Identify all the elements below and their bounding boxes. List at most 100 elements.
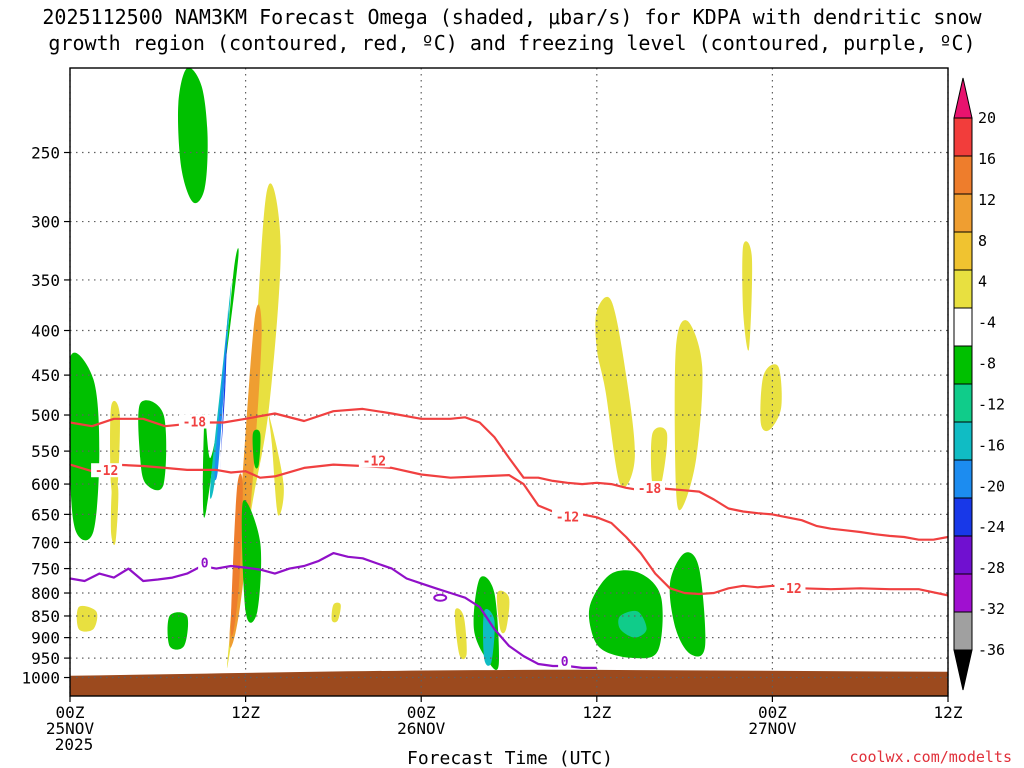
- contour-label-0: -18: [183, 416, 207, 431]
- colorbar-band-13: [953, 611, 973, 651]
- contour-label-3: -18: [638, 482, 662, 497]
- contour-label-bg-2: [358, 453, 390, 468]
- omega-region-cyan-core: [209, 282, 232, 499]
- y-tick-label-300: 300: [31, 213, 60, 232]
- colorbar-label-7: -12: [978, 395, 1005, 413]
- omega-region-blue-core: [214, 309, 229, 481]
- omega-region-dark-blue-core: [220, 338, 227, 470]
- omega-region-yellow-side: [268, 413, 284, 516]
- omega-shading: [70, 68, 782, 670]
- y-tick-label-550: 550: [31, 442, 60, 461]
- contour-labels: -18 -12 -12 -18 -12 -12 0 0: [91, 414, 806, 670]
- x-tick-label-48-1: 00Z: [758, 703, 787, 722]
- omega-region-yellow-mid: [595, 296, 635, 488]
- contour-label-bg-3: [633, 481, 665, 496]
- chart-title-line1: 2025112500 NAM3KM Forecast Omega (shaded…: [42, 5, 982, 29]
- omega-region-green-lowright2: [669, 552, 706, 657]
- ground-layer: [70, 669, 948, 696]
- isotherm-red-2: [70, 463, 948, 597]
- omega-region-yellow-mid2: [650, 427, 668, 491]
- omega-region-green-bottom-12z: [241, 500, 262, 623]
- colorbar-label-8: -16: [978, 436, 1005, 454]
- contour-label-bg-5: [774, 581, 806, 596]
- x-tick-label-48-2: 27NOV: [748, 719, 797, 738]
- omega-region-green-tiny: [252, 429, 261, 469]
- omega-region-yellow-lowmid: [454, 608, 467, 660]
- colorbar-label-2: 12: [978, 191, 996, 209]
- x-tick-label-0-2: 25NOV: [46, 719, 95, 738]
- y-tick-label-350: 350: [31, 271, 60, 290]
- colorbar-band-2: [953, 193, 973, 233]
- x-tick-label-36-1: 12Z: [582, 703, 611, 722]
- colorbar-band-4: [953, 269, 973, 309]
- omega-region-red-core: [230, 473, 243, 637]
- omega-region-green-small: [167, 612, 189, 650]
- contour-label-1: -12: [95, 464, 118, 479]
- x-tick-label-0-3: 2025: [55, 735, 94, 754]
- plot-frame: [69, 67, 949, 697]
- colorbar-band-6: [953, 345, 973, 385]
- x-tick-label-24-1: 00Z: [407, 703, 436, 722]
- colorbar-label-5: -4: [978, 314, 996, 332]
- colorbar-band-10: [953, 497, 973, 537]
- isotherm-freezing-level: [70, 552, 597, 669]
- contour-label-7: 0: [561, 655, 569, 670]
- y-tick-label-600: 600: [31, 475, 60, 494]
- colorbar-band-12: [953, 573, 973, 613]
- contour-label-5: -12: [778, 582, 801, 597]
- x-axis-label: Forecast Time (UTC): [407, 748, 613, 768]
- x-tick-label-12-1: 12Z: [231, 703, 260, 722]
- freezing-level-pocket: [433, 593, 448, 602]
- colorbar-top-arrow: [953, 77, 973, 119]
- y-tick-label-400: 400: [31, 322, 60, 341]
- y-axis: 250 300 350 400 450 500 550 600 650 700 750 800 850 9…: [21, 144, 70, 688]
- ground-surface: [70, 669, 948, 696]
- omega-region-yellow-left-c: [76, 605, 98, 632]
- y-tick-label-1000: 1000: [21, 669, 60, 688]
- y-tick-label-500: 500: [31, 406, 60, 425]
- contour-label-bg-1: [91, 463, 123, 478]
- y-tick-label-250: 250: [31, 144, 60, 163]
- contour-label-bg-6: [198, 555, 212, 570]
- colorbar-bottom-arrow: [953, 649, 973, 691]
- colorbar-band-8: [953, 421, 973, 461]
- omega-region-green-main: [202, 248, 239, 518]
- colorbar-band-1: [953, 155, 973, 195]
- colorbar-label-11: -28: [978, 559, 1005, 577]
- colorbar-band-5: [953, 307, 973, 347]
- y-tick-label-950: 950: [31, 649, 60, 668]
- omega-region-green-left2: [138, 400, 167, 491]
- colorbar-band-0: [953, 117, 973, 157]
- colorbar-label-9: -20: [978, 477, 1005, 495]
- colorbar-label-10: -24: [978, 518, 1005, 536]
- y-tick-label-850: 850: [31, 607, 60, 626]
- colorbar-label-12: -32: [978, 600, 1005, 618]
- chart-title-line2: growth region (contoured, red, ºC) and f…: [48, 31, 975, 55]
- contour-label-2: -12: [363, 454, 386, 469]
- contours: [70, 407, 948, 669]
- colorbar-band-9: [953, 459, 973, 499]
- colorbar-label-4: 4: [978, 273, 987, 291]
- contour-label-bg-7: [558, 654, 572, 669]
- colorbar-label-3: 8: [978, 232, 987, 250]
- colorbar-label-0: 20: [978, 109, 996, 127]
- plot-area: -18 -12 -12 -18 -12 -12 0 0: [69, 67, 949, 697]
- omega-region-teal-lowright: [618, 610, 647, 638]
- x-tick-label-0-1: 00Z: [56, 703, 85, 722]
- colorbar: 20 16 12 8 4 -4 -8 -12 -16 -20 -24 -28 -32 -36: [953, 77, 1005, 691]
- colorbar-label-13: -36: [978, 641, 1005, 659]
- x-tick-label-60-1: 12Z: [934, 703, 963, 722]
- omega-region-green-upper: [177, 68, 208, 204]
- colorbar-label-6: -8: [978, 355, 996, 373]
- contour-label-6: 0: [201, 556, 209, 571]
- omega-region-yellow-right-top: [742, 241, 753, 351]
- y-tick-label-900: 900: [31, 629, 60, 648]
- contour-label-bg-0: [178, 414, 210, 429]
- omega-region-yellow-left-b: [110, 480, 119, 545]
- colorbar-band-7: [953, 383, 973, 423]
- y-tick-label-750: 750: [31, 560, 60, 579]
- colorbar-band-3: [953, 231, 973, 271]
- credit-text: coolwx.com/modelts: [849, 748, 1012, 766]
